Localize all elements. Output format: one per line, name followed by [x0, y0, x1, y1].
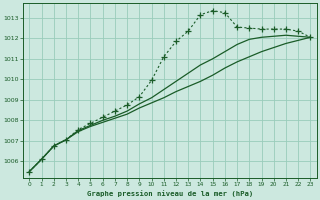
X-axis label: Graphe pression niveau de la mer (hPa): Graphe pression niveau de la mer (hPa) — [87, 190, 253, 197]
